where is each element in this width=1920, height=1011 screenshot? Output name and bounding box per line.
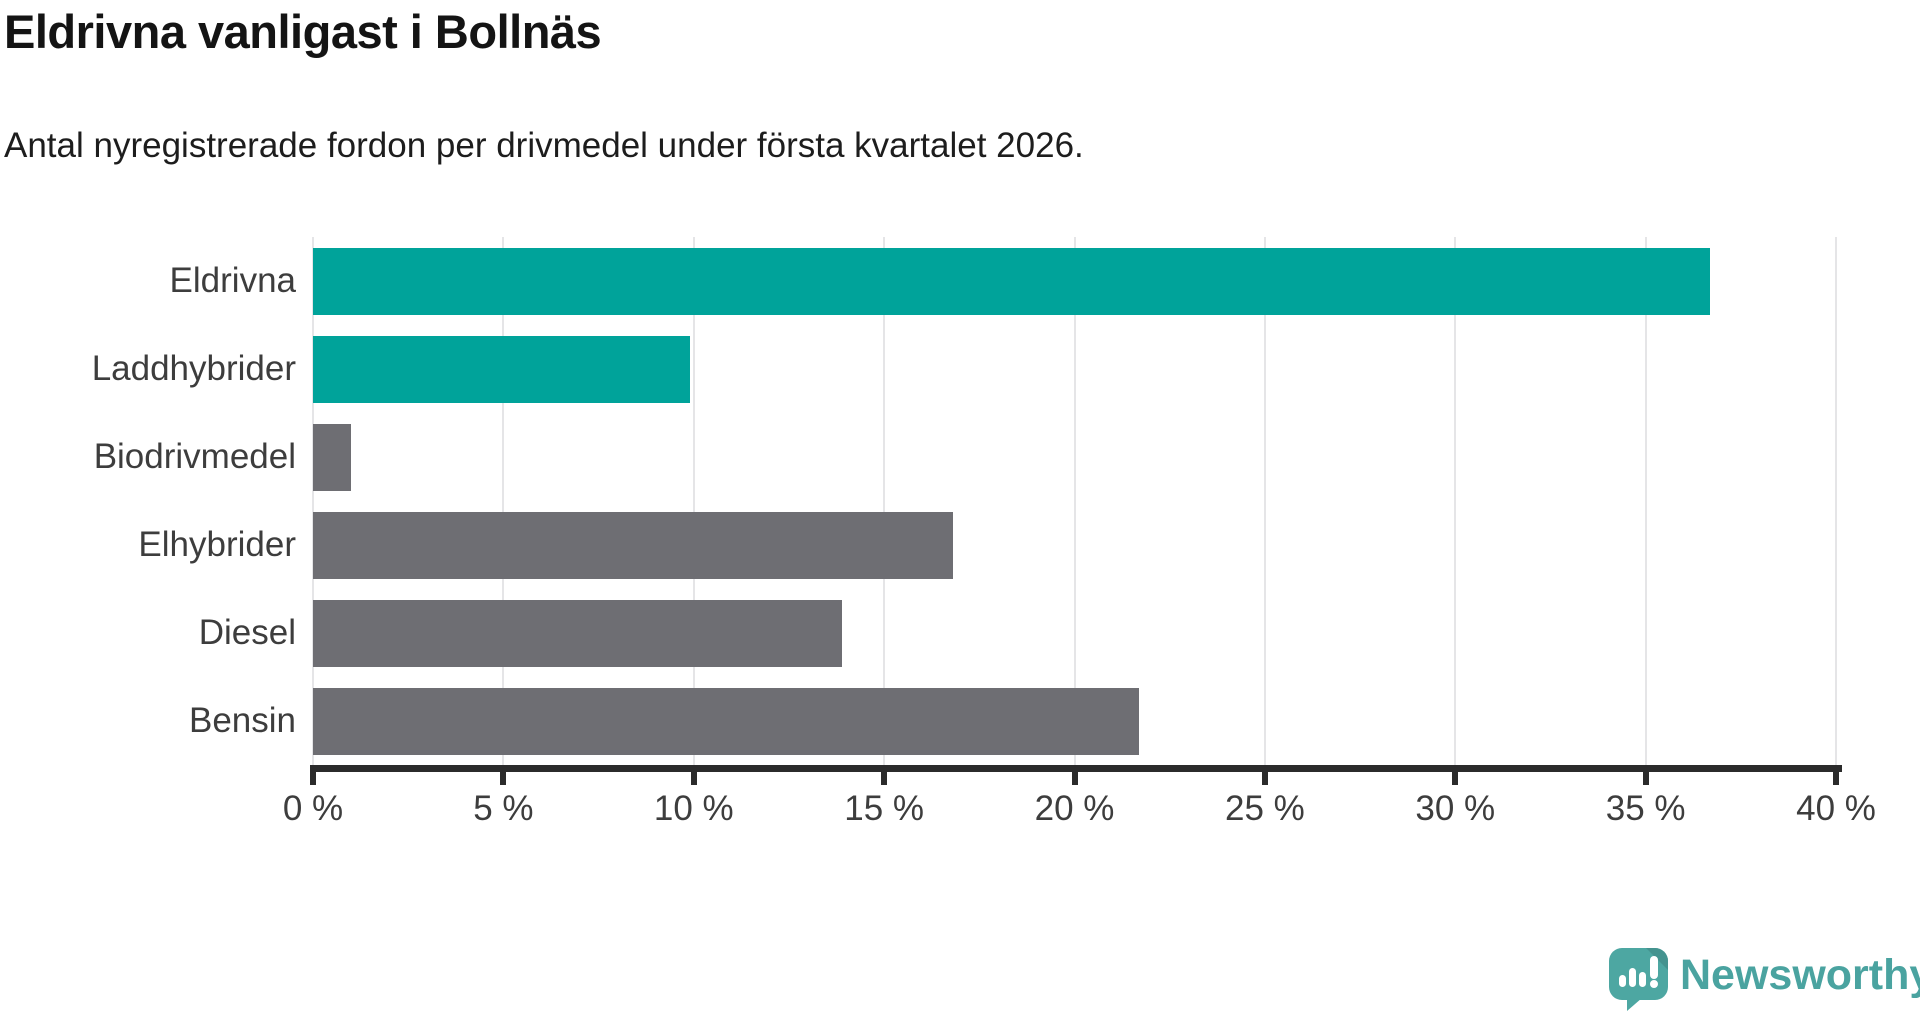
category-label: Biodrivmedel: [93, 437, 296, 476]
bar-elhybrider: [313, 511, 953, 579]
logo-bar-1: [1619, 975, 1626, 987]
chart-subtitle: Antal nyregistrerade fordon per drivmede…: [4, 126, 1084, 165]
category-label: Bensin: [188, 701, 296, 740]
axis-tick: [500, 765, 507, 785]
axis-tick: [1071, 765, 1078, 785]
axis-tick: [1452, 765, 1459, 785]
bar-diesel: [313, 599, 843, 667]
category-label: Laddhybrider: [91, 349, 296, 388]
axis-tick-label: 0 %: [282, 789, 344, 828]
bar-row: [313, 677, 1836, 765]
category-label: Diesel: [198, 613, 296, 652]
logo-bar-3: [1639, 972, 1646, 987]
logo-speech-tail: [1627, 998, 1642, 1011]
chart-title: Eldrivna vanligast i Bollnäs: [4, 5, 602, 58]
axis-tick-label: 35 %: [1605, 789, 1686, 828]
axis-tick-label: 20 %: [1034, 789, 1115, 828]
gridline: [1073, 237, 1076, 765]
axis-tick: [1642, 765, 1649, 785]
axis-tick-label: 5 %: [473, 789, 534, 828]
axis-tick: [690, 765, 697, 785]
axis-tick-label: 25 %: [1224, 789, 1305, 828]
gridline: [502, 237, 505, 765]
bar-row: [313, 325, 1836, 413]
gridline: [1644, 237, 1647, 765]
gridline: [1835, 237, 1837, 765]
gridline: [883, 237, 886, 765]
category-label: Eldrivna: [169, 261, 296, 300]
speech-bubble-bar-chart-icon: [1609, 948, 1668, 1000]
axis-tick-label: 15 %: [844, 789, 925, 828]
logo-bar-2: [1629, 968, 1636, 987]
axis-tick: [1261, 765, 1268, 785]
axis-tick: [310, 765, 316, 785]
bar-eldrivna: [313, 247, 1711, 315]
brand-name: Newsworthy: [1680, 951, 1920, 999]
x-axis-ticks: [310, 765, 1839, 785]
axis-tick: [1833, 765, 1839, 785]
category-label: Elhybrider: [138, 525, 296, 564]
bar-row: [313, 237, 1836, 325]
bar-row: [313, 501, 1836, 589]
bar-biodrivmedel: [313, 423, 352, 491]
gridline: [692, 237, 695, 765]
y-axis-category-labels: Eldrivna Laddhybrider Biodrivmedel Elhybrid…: [0, 237, 296, 765]
axis-tick: [881, 765, 888, 785]
logo-exclamation-dot: [1650, 980, 1658, 988]
gridline: [312, 237, 314, 765]
bar-row: [313, 589, 1836, 677]
x-axis-tick-labels: 0 % 5 % 10 % 15 % 20 % 25 % 30 % 35 % 40 %: [283, 789, 1876, 833]
gridline: [1454, 237, 1457, 765]
axis-tick-label: 30 %: [1415, 789, 1496, 828]
logo-exclamation-stem: [1650, 956, 1658, 979]
bar-row: [313, 413, 1836, 501]
bar-bensin: [313, 687, 1140, 755]
plot-area: [312, 237, 1837, 765]
axis-tick-label: 10 %: [653, 789, 734, 828]
bar-laddhybrider: [313, 335, 690, 403]
gridline: [1263, 237, 1266, 765]
axis-tick-label: 40 %: [1796, 789, 1876, 828]
